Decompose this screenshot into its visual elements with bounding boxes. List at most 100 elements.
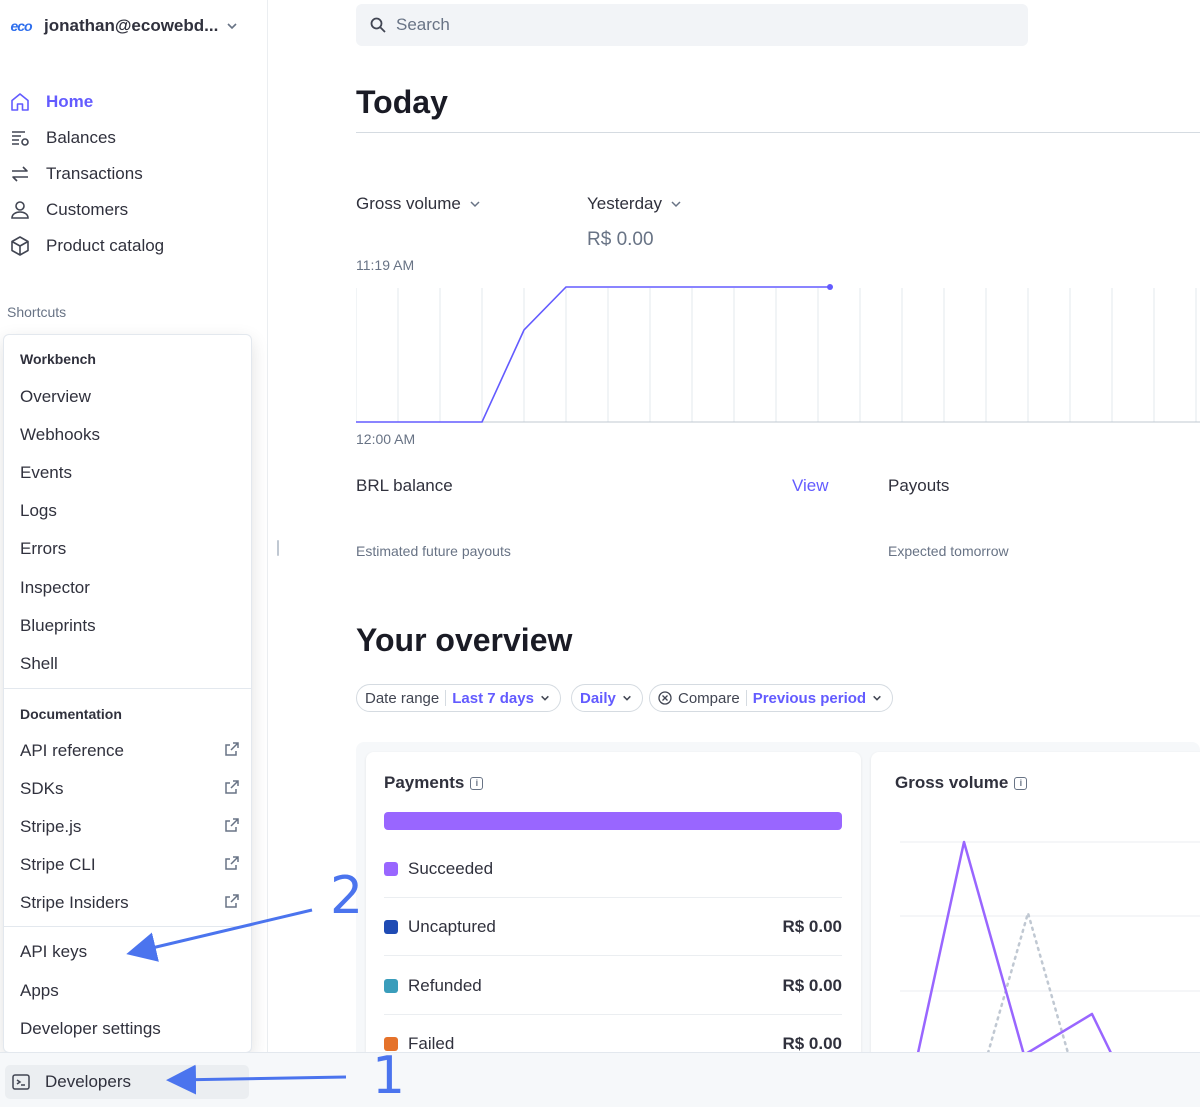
menu-item-stripe-cli[interactable]: Stripe CLI [20, 852, 240, 878]
menu-divider [4, 926, 251, 927]
estimated-payouts-label: Estimated future payouts [356, 543, 511, 559]
menu-item-apps[interactable]: Apps [20, 978, 240, 1004]
developers-button[interactable]: Developers [5, 1065, 249, 1099]
chart-time-top: 11:19 AM [356, 257, 415, 273]
today-gross-volume-chart [356, 284, 1200, 423]
menu-item-label: Developer settings [20, 1019, 161, 1038]
pill-separator [445, 690, 447, 706]
menu-item-inspector[interactable]: Inspector [20, 575, 240, 601]
row-label: Uncaptured [408, 916, 496, 936]
view-balance-link[interactable]: View [792, 476, 829, 495]
brl-balance-label: BRL balance [356, 476, 453, 495]
nav-product-catalog[interactable]: Product catalog [8, 231, 164, 261]
menu-item-api-reference[interactable]: API reference [20, 738, 240, 764]
page-title-today: Today [356, 84, 448, 120]
menu-item-sdks[interactable]: SDKs [20, 776, 240, 802]
documentation-heading: Documentation [20, 706, 122, 722]
menu-item-errors[interactable]: Errors [20, 536, 240, 562]
sidebar-resize-handle[interactable] [277, 540, 279, 556]
gross-volume-dropdown[interactable]: Gross volume [356, 194, 481, 214]
payments-row-failed[interactable]: Failed R$ 0.00 [384, 1015, 842, 1073]
payments-row-uncaptured[interactable]: Uncaptured R$ 0.00 [384, 898, 842, 956]
menu-item-label: API keys [20, 942, 88, 961]
chevron-down-icon [671, 201, 681, 208]
arrow-to-api-keys [126, 908, 313, 962]
row-label: Failed [408, 1034, 455, 1053]
home-icon [11, 93, 29, 111]
menu-item-label: Events [20, 463, 72, 482]
row-amount: R$ 0.00 [782, 916, 842, 936]
chart-gridlines [356, 288, 1197, 422]
menu-item-label: SDKs [20, 779, 64, 798]
menu-item-events[interactable]: Events [20, 460, 240, 486]
failed-swatch [384, 1037, 398, 1051]
menu-item-stripe-js[interactable]: Stripe.js [20, 814, 240, 840]
menu-item-developer-settings[interactable]: Developer settings [20, 1016, 240, 1042]
menu-item-webhooks[interactable]: Webhooks [20, 422, 240, 448]
menu-item-overview[interactable]: Overview [20, 384, 240, 410]
balances-icon [12, 131, 29, 146]
payments-row-succeeded[interactable]: Succeeded [384, 840, 842, 898]
interval-filter[interactable]: Daily [571, 684, 643, 712]
chevron-down-icon [470, 201, 480, 208]
annotation-number-1: 1 [372, 1046, 406, 1106]
account-switcher[interactable]: eco jonathan@ecowebd... [6, 12, 238, 40]
menu-item-label: Inspector [20, 578, 90, 597]
current-point [827, 284, 833, 290]
payments-card-title: Payments i [384, 773, 484, 793]
external-link-icon [224, 855, 240, 876]
compare-filter[interactable]: Compare Previous period [649, 684, 894, 712]
chevron-down-icon [622, 695, 631, 701]
info-icon[interactable]: i [470, 776, 484, 790]
menu-item-api-keys[interactable]: API keys [20, 939, 240, 965]
previous-period-line [986, 908, 1070, 1055]
search-icon [370, 17, 386, 33]
gross-volume-card-title: Gross volume i [895, 773, 1028, 793]
nav-home[interactable]: Home [8, 87, 93, 117]
interval-value: Daily [580, 689, 616, 707]
menu-item-shell[interactable]: Shell [20, 651, 240, 677]
transactions-icon [12, 166, 28, 182]
nav-balances[interactable]: Balances [8, 123, 116, 153]
gross-volume-label: Gross volume [356, 194, 461, 213]
menu-item-label: Blueprints [20, 616, 96, 635]
date-range-value: Last 7 days [452, 689, 534, 707]
menu-item-stripe-insiders[interactable]: Stripe Insiders [20, 890, 240, 916]
menu-item-label: Errors [20, 539, 67, 558]
eco-logo: eco [10, 18, 32, 34]
developers-label: Developers [45, 1072, 131, 1091]
chevron-down-icon [873, 695, 881, 701]
menu-divider [4, 688, 251, 689]
nav-transactions-label: Transactions [46, 164, 143, 183]
arrow-to-developers [166, 1064, 347, 1095]
payments-row-refunded[interactable]: Refunded R$ 0.00 [384, 957, 842, 1015]
uncaptured-swatch [384, 919, 398, 934]
chart-time-bottom: 12:00 AM [356, 431, 416, 447]
nav-transactions[interactable]: Transactions [8, 159, 143, 189]
menu-item-label: API reference [20, 741, 124, 760]
title-divider [356, 132, 1200, 133]
external-link-icon [224, 817, 240, 838]
compare-period-dropdown[interactable]: Yesterday [587, 194, 682, 214]
payments-card[interactable] [366, 752, 861, 1072]
search-input[interactable]: Search [356, 4, 1028, 46]
payments-status-bar [384, 812, 842, 830]
menu-item-label: Overview [20, 387, 91, 406]
payouts-label: Payouts [888, 476, 950, 495]
overview-title: Your overview [356, 622, 573, 658]
compare-label: Compare [678, 689, 740, 707]
current-period-line [916, 840, 1113, 1055]
row-amount: R$ 0.00 [782, 975, 842, 995]
nav-home-label: Home [46, 92, 94, 111]
menu-item-blueprints[interactable]: Blueprints [20, 613, 240, 639]
menu-item-logs[interactable]: Logs [20, 498, 240, 524]
nav-customers[interactable]: Customers [8, 195, 128, 225]
nav-product-catalog-label: Product catalog [46, 236, 165, 255]
workbench-heading: Workbench [20, 351, 96, 367]
box-icon [11, 236, 29, 256]
info-icon[interactable]: i [1014, 776, 1028, 790]
chevron-down-icon [541, 695, 549, 701]
customer-icon [11, 201, 29, 219]
date-range-filter[interactable]: Date range Last 7 days [356, 684, 561, 712]
